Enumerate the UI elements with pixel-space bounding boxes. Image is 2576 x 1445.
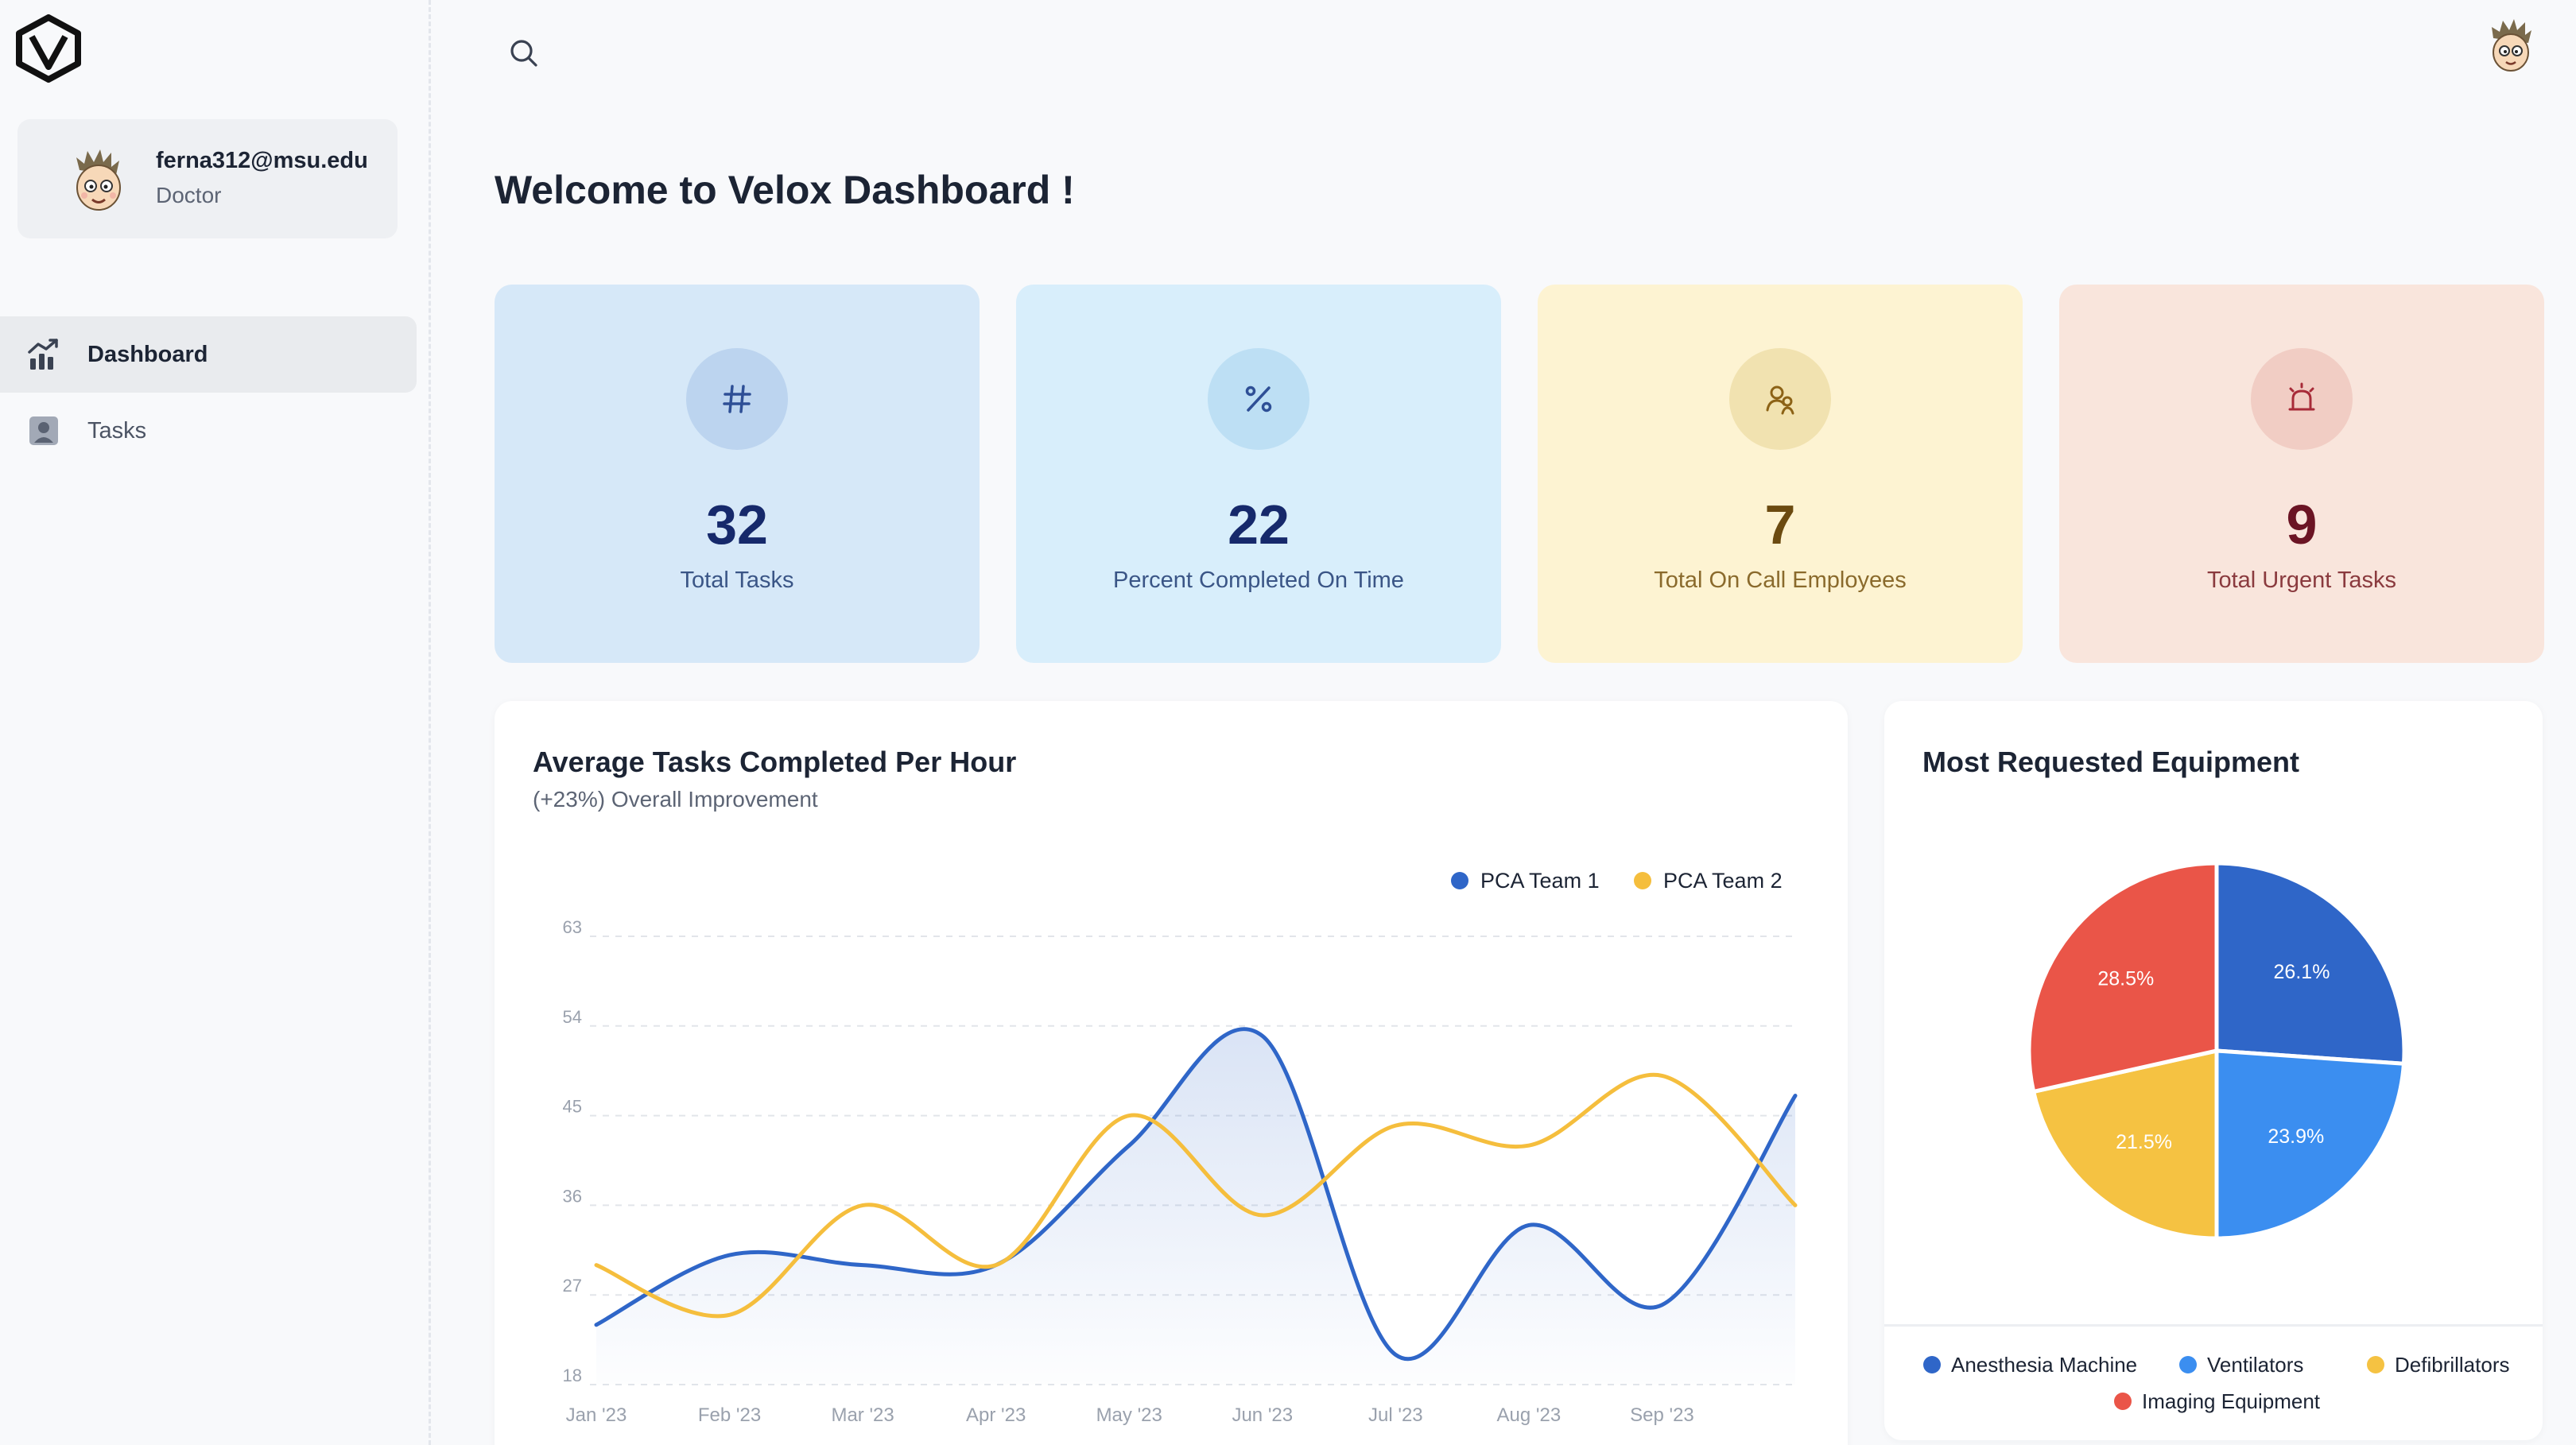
x-tick-label: Jan '23 — [566, 1404, 627, 1426]
x-tick-label: May '23 — [1096, 1404, 1162, 1426]
pie-slice[interactable] — [2031, 1048, 2219, 1241]
stat-value: 7 — [1764, 494, 1796, 556]
user-role: Doctor — [156, 183, 222, 207]
sidebar: ferna312@msu.edu Doctor Dashboard Tasks — [0, 0, 431, 1445]
pie-chart[interactable]: 26.1% 23.9% 21.5% 28.5% Anesthesia Machine Ve… — [1884, 701, 2543, 1440]
line-chart[interactable]: 18 27 36 45 54 63 Jan '23 Feb '23 Mar '23 Apr '23… — [495, 701, 1848, 1445]
series-line-1[interactable] — [594, 1027, 1798, 1362]
stat-label: Total On Call Employees — [1654, 568, 1907, 593]
user-email: ferna312@msu.edu — [156, 148, 368, 173]
y-tick-label: 36 — [563, 1186, 582, 1206]
slice-label: 21.5% — [2116, 1131, 2172, 1153]
hash-icon — [723, 385, 751, 413]
stat-card-percent-on-time[interactable]: 22 Percent Completed On Time — [1016, 285, 1501, 663]
stat-icon-badge — [1208, 348, 1309, 450]
chart-title: Most Requested Equipment — [1922, 746, 2300, 778]
legend-label: PCA Team 1 — [1480, 869, 1600, 893]
velox-logo[interactable] — [14, 14, 83, 83]
stat-label: Total Tasks — [680, 568, 794, 593]
stat-label: Percent Completed On Time — [1113, 568, 1404, 593]
sidebar-item-tasks[interactable]: Tasks — [0, 393, 417, 469]
search-icon[interactable] — [506, 35, 542, 72]
stat-value: 22 — [1228, 494, 1290, 556]
sidebar-item-label: Dashboard — [87, 341, 208, 367]
chart-title: Average Tasks Completed Per Hour — [533, 746, 1017, 778]
pie-slice[interactable] — [2214, 1048, 2407, 1241]
legend-dot — [1923, 1356, 1941, 1373]
legend-label: Anesthesia Machine — [1951, 1353, 2137, 1377]
series-area — [596, 1029, 1795, 1385]
legend-label: PCA Team 2 — [1663, 869, 1783, 893]
x-tick-label: Jul '23 — [1368, 1404, 1423, 1426]
x-tick-label: Jun '23 — [1232, 1404, 1293, 1426]
slice-label: 28.5% — [2097, 968, 2154, 990]
slice-label: 23.9% — [2268, 1125, 2324, 1148]
stat-value: 9 — [2286, 494, 2318, 556]
legend-dot — [2179, 1356, 2197, 1373]
legend-label: Ventilators — [2207, 1353, 2303, 1377]
pie-chart-panel: Most Requested Equipment 26.1% 23.9% 21.5%… — [1884, 701, 2543, 1440]
user-avatar-menu[interactable] — [2484, 16, 2536, 76]
avatar — [76, 149, 121, 211]
legend-dot — [2114, 1393, 2132, 1410]
series-line-2[interactable] — [594, 1072, 1798, 1319]
y-tick-label: 45 — [563, 1097, 582, 1117]
stat-icon-badge — [686, 348, 788, 450]
pie-slice[interactable] — [2214, 861, 2407, 1066]
legend-dot — [1451, 872, 1468, 889]
x-tick-label: Sep '23 — [1630, 1404, 1694, 1426]
sidebar-item-label: Tasks — [87, 417, 147, 444]
percent-icon — [1245, 385, 1272, 413]
chart-icon — [28, 339, 58, 370]
person-icon — [29, 416, 58, 445]
x-tick-label: Apr '23 — [966, 1404, 1026, 1426]
legend-label: Defibrillators — [2395, 1353, 2510, 1377]
line-chart-panel: Average Tasks Completed Per Hour (+23%) … — [495, 701, 1848, 1445]
y-tick-label: 27 — [563, 1276, 582, 1296]
pie-slice[interactable] — [2027, 861, 2219, 1094]
stat-icon-badge — [2251, 348, 2353, 450]
y-tick-label: 54 — [563, 1007, 582, 1027]
x-tick-label: Mar '23 — [831, 1404, 894, 1426]
stat-label: Total Urgent Tasks — [2206, 568, 2397, 593]
chart-subtitle: (+23%) Overall Improvement — [533, 787, 818, 812]
users-icon — [1766, 385, 1794, 415]
stat-value: 32 — [706, 494, 768, 556]
stat-card-urgent-tasks[interactable]: 9 Total Urgent Tasks — [2059, 285, 2544, 663]
divider — [1884, 1324, 2543, 1327]
stat-card-total-tasks[interactable]: 32 Total Tasks — [495, 285, 980, 663]
slice-label: 26.1% — [2274, 961, 2330, 983]
alarm-icon — [2288, 382, 2315, 411]
y-tick-label: 63 — [563, 917, 582, 937]
page-title: Welcome to Velox Dashboard ! — [495, 168, 1075, 212]
legend-label: Imaging Equipment — [2142, 1389, 2321, 1413]
user-profile-card[interactable]: ferna312@msu.edu Doctor — [17, 119, 398, 238]
stat-icon-badge — [1729, 348, 1831, 450]
x-tick-label: Feb '23 — [698, 1404, 761, 1426]
x-tick-label: Aug '23 — [1497, 1404, 1562, 1426]
stat-card-on-call-employees[interactable]: 7 Total On Call Employees — [1538, 285, 2023, 663]
legend-dot — [2367, 1356, 2384, 1373]
y-tick-label: 18 — [563, 1366, 582, 1385]
legend-dot — [1634, 872, 1651, 889]
sidebar-item-dashboard[interactable]: Dashboard — [0, 316, 417, 393]
